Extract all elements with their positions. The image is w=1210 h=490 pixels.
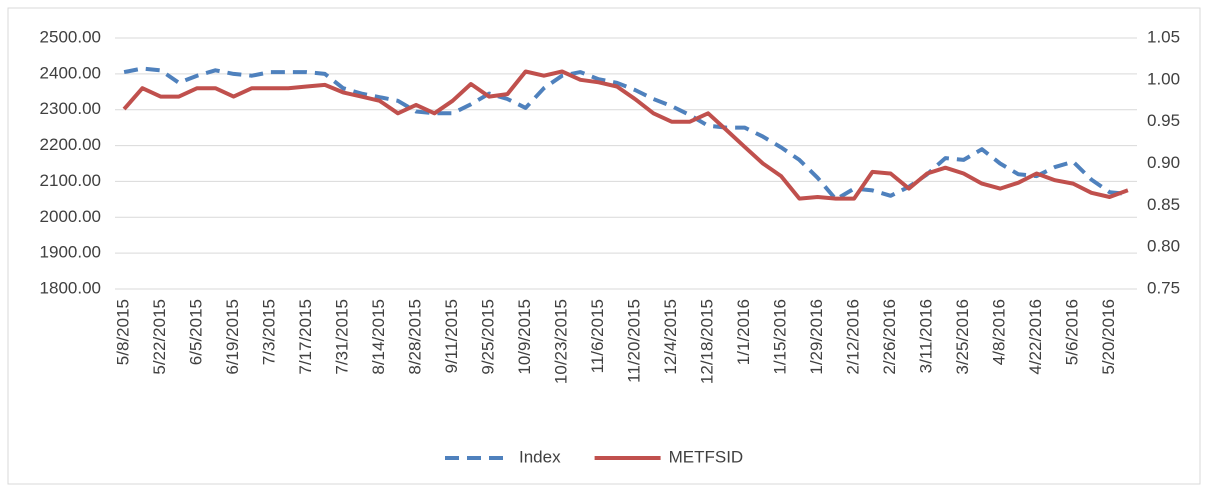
x-tick-label: 2/12/2016 — [844, 299, 863, 375]
x-tick-label: 6/19/2015 — [223, 299, 242, 375]
y2-tick-label: 0.90 — [1147, 153, 1180, 172]
x-tick-label: 10/9/2015 — [515, 299, 534, 375]
x-tick-label: 10/23/2015 — [552, 299, 571, 384]
y-tick-label: 2400.00 — [40, 63, 101, 82]
x-tick-label: 7/17/2015 — [296, 299, 315, 375]
x-tick-label: 3/11/2016 — [917, 299, 936, 373]
x-tick-label: 8/14/2015 — [369, 299, 388, 375]
x-tick-label: 4/22/2016 — [1026, 299, 1045, 375]
x-tick-label: 3/25/2016 — [953, 299, 972, 375]
y2-tick-label: 0.75 — [1147, 278, 1180, 297]
x-tick-label: 9/11/2015 — [442, 299, 461, 373]
y2-tick-label: 1.00 — [1147, 69, 1180, 88]
y-tick-label: 2200.00 — [40, 135, 101, 154]
line-series — [122, 69, 1129, 201]
x-tick-label: 8/28/2015 — [406, 299, 425, 375]
y-tick-label: 2100.00 — [40, 171, 101, 190]
x-tick-label: 5/20/2016 — [1099, 299, 1118, 375]
x-tick-label: 1/15/2016 — [771, 299, 790, 375]
x-tick-label: 12/4/2015 — [661, 299, 680, 375]
y2-tick-label: 1.05 — [1147, 27, 1180, 46]
x-tick-label: 5/22/2015 — [150, 299, 169, 375]
x-tick-label: 12/18/2015 — [698, 299, 717, 384]
y2-tick-label: 0.95 — [1147, 111, 1180, 130]
y-tick-label: 2300.00 — [40, 99, 101, 118]
y2-tick-label: 0.80 — [1147, 237, 1180, 256]
x-tick-label: 1/29/2016 — [807, 299, 826, 375]
x-tick-label: 2/26/2016 — [880, 299, 899, 375]
y-tick-label: 2500.00 — [40, 27, 101, 46]
legend-label: METFSID — [669, 447, 744, 466]
line-series — [123, 66, 1129, 202]
x-tick-label: 4/8/2016 — [990, 299, 1009, 365]
x-tick-label: 11/6/2015 — [588, 299, 607, 373]
x-tick-label: 7/3/2015 — [260, 299, 279, 365]
x-tick-label: 5/8/2015 — [114, 299, 133, 365]
legend-label: Index — [519, 447, 561, 466]
x-tick-label: 9/25/2015 — [479, 299, 498, 375]
y-tick-label: 1900.00 — [40, 243, 101, 262]
x-tick-label: 7/31/2015 — [333, 299, 352, 375]
x-tick-label: 5/6/2016 — [1063, 299, 1082, 365]
y-tick-label: 1800.00 — [40, 278, 101, 297]
y-tick-label: 2000.00 — [40, 207, 101, 226]
x-tick-label: 6/5/2015 — [187, 299, 206, 365]
x-tick-label: 1/1/2016 — [734, 299, 753, 365]
x-tick-label: 11/20/2015 — [625, 299, 644, 383]
y2-tick-label: 0.85 — [1147, 195, 1180, 214]
